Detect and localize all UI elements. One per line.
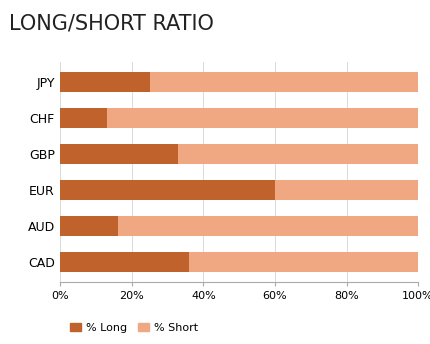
Bar <box>60 144 178 164</box>
Bar <box>60 180 274 200</box>
Bar <box>117 216 417 236</box>
Bar <box>274 180 417 200</box>
Bar <box>60 252 189 272</box>
Text: LONG/SHORT RATIO: LONG/SHORT RATIO <box>9 14 213 34</box>
Bar <box>189 252 417 272</box>
Bar <box>60 108 107 128</box>
Bar <box>150 72 417 92</box>
Bar <box>60 72 150 92</box>
Bar <box>178 144 417 164</box>
Legend: % Long, % Short: % Long, % Short <box>66 319 202 337</box>
Bar <box>107 108 417 128</box>
Bar <box>60 216 117 236</box>
